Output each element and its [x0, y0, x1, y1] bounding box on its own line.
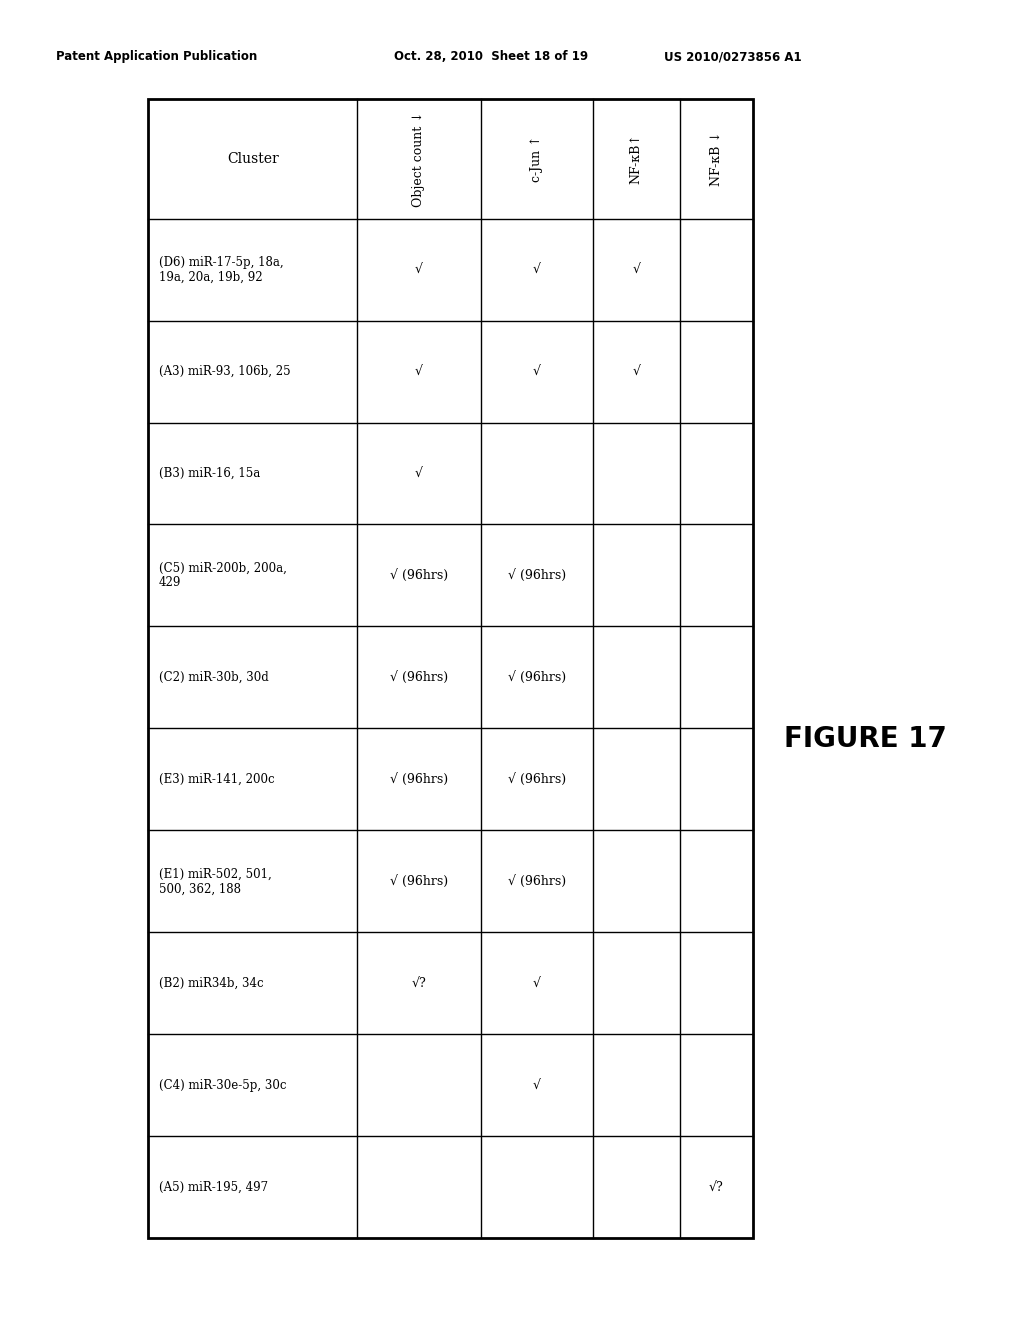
Text: √: √ — [633, 263, 640, 276]
Text: (B2) miR34b, 34c: (B2) miR34b, 34c — [159, 977, 263, 990]
Text: (C5) miR-200b, 200a,
429: (C5) miR-200b, 200a, 429 — [159, 561, 287, 590]
Text: √ (96hrs): √ (96hrs) — [508, 774, 565, 785]
Text: (D6) miR-17-5p, 18a,
19a, 20a, 19b, 92: (D6) miR-17-5p, 18a, 19a, 20a, 19b, 92 — [159, 256, 284, 284]
Text: √?: √? — [412, 977, 426, 990]
Text: Patent Application Publication: Patent Application Publication — [56, 50, 258, 63]
Text: √: √ — [415, 467, 423, 480]
Text: √: √ — [532, 366, 541, 378]
Text: √: √ — [532, 1078, 541, 1092]
Text: √ (96hrs): √ (96hrs) — [508, 875, 565, 888]
Text: Object count ↓: Object count ↓ — [413, 111, 425, 207]
Text: Oct. 28, 2010  Sheet 18 of 19: Oct. 28, 2010 Sheet 18 of 19 — [394, 50, 589, 63]
Text: √: √ — [415, 263, 423, 276]
Text: US 2010/0273856 A1: US 2010/0273856 A1 — [664, 50, 801, 63]
Text: (B3) miR-16, 15a: (B3) miR-16, 15a — [159, 467, 260, 480]
Text: √ (96hrs): √ (96hrs) — [390, 875, 447, 888]
Text: √ (96hrs): √ (96hrs) — [508, 569, 565, 582]
Text: Cluster: Cluster — [227, 152, 279, 166]
Text: (C4) miR-30e-5p, 30c: (C4) miR-30e-5p, 30c — [159, 1078, 287, 1092]
Text: √ (96hrs): √ (96hrs) — [390, 774, 447, 785]
Text: √ (96hrs): √ (96hrs) — [390, 671, 447, 684]
Text: NF-κB ↓: NF-κB ↓ — [710, 132, 723, 186]
Text: (E3) miR-141, 200c: (E3) miR-141, 200c — [159, 774, 274, 785]
Text: √: √ — [532, 263, 541, 276]
Text: √ (96hrs): √ (96hrs) — [508, 671, 565, 684]
Text: √: √ — [415, 366, 423, 378]
Text: (C2) miR-30b, 30d: (C2) miR-30b, 30d — [159, 671, 268, 684]
Text: (A3) miR-93, 106b, 25: (A3) miR-93, 106b, 25 — [159, 366, 291, 378]
Text: √: √ — [633, 366, 640, 378]
Text: NF-κB↑: NF-κB↑ — [630, 133, 643, 185]
Text: c-Jun ↑: c-Jun ↑ — [530, 136, 543, 182]
Text: FIGURE 17: FIGURE 17 — [783, 725, 947, 754]
Text: √: √ — [532, 977, 541, 990]
Text: (E1) miR-502, 501,
500, 362, 188: (E1) miR-502, 501, 500, 362, 188 — [159, 867, 271, 895]
Text: √?: √? — [709, 1180, 724, 1193]
Text: (A5) miR-195, 497: (A5) miR-195, 497 — [159, 1180, 268, 1193]
Text: √ (96hrs): √ (96hrs) — [390, 569, 447, 582]
